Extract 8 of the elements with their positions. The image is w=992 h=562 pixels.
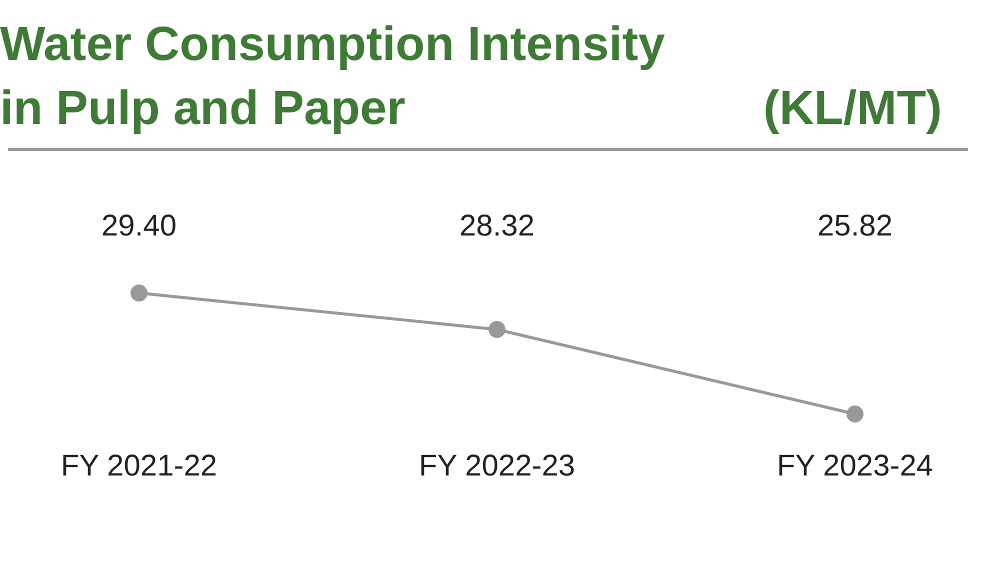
x-tick-label: FY 2023-24 [776,449,934,482]
data-label: 29.40 [101,209,177,242]
x-tick-label: FY 2022-23 [418,449,576,482]
data-label: 28.32 [459,209,535,242]
chart-title: Water Consumption Intensity in Pulp and Paper [0,17,666,137]
chart-subtitle: (KL/MT) [763,81,942,137]
data-label: 25.82 [817,209,893,242]
x-tick-label: FY 2021-22 [60,449,218,482]
